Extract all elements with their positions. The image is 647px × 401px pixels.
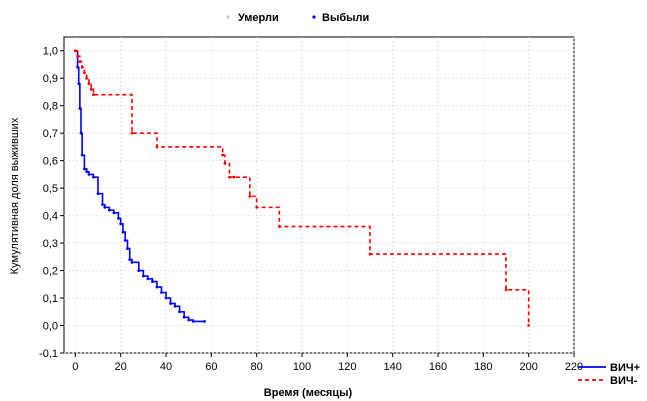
y-tick-label: 0,8 bbox=[43, 101, 58, 113]
x-tick-label: 140 bbox=[383, 361, 401, 373]
x-tick-label: 80 bbox=[251, 361, 263, 373]
data-point bbox=[164, 296, 168, 300]
y-tick-label: 0,9 bbox=[43, 73, 58, 85]
y-tick-label: 0,5 bbox=[43, 183, 58, 195]
series-legend: ВИЧ+ ВИЧ- bbox=[578, 362, 640, 387]
data-point bbox=[232, 175, 236, 179]
data-point bbox=[112, 211, 116, 215]
data-point bbox=[187, 318, 191, 322]
data-point bbox=[228, 175, 231, 179]
plot-frame bbox=[63, 36, 575, 354]
data-point bbox=[107, 208, 111, 212]
x-tick-label: 200 bbox=[519, 361, 537, 373]
data-point bbox=[123, 238, 127, 242]
x-tick-label: 180 bbox=[474, 361, 492, 373]
y-tick-label: 0,7 bbox=[43, 128, 58, 140]
y-tick-label: 0,2 bbox=[43, 266, 58, 278]
x-tick-label: 160 bbox=[429, 361, 447, 373]
x-tick-label: 40 bbox=[160, 361, 172, 373]
data-point bbox=[96, 192, 100, 196]
data-point bbox=[155, 145, 159, 149]
x-tick-label: 220 bbox=[565, 361, 583, 373]
series-line-hiv-pos bbox=[75, 49, 205, 323]
y-tick-label: 1,0 bbox=[43, 46, 58, 58]
data-point bbox=[151, 280, 154, 283]
data-point bbox=[77, 82, 81, 86]
data-point bbox=[92, 175, 95, 179]
data-point bbox=[160, 291, 163, 294]
x-tick-label: 60 bbox=[205, 361, 217, 373]
x-tick-labels: 0 20 40 60 80 100 120 140 160 180 200 220 bbox=[72, 353, 583, 373]
data-point bbox=[130, 260, 134, 264]
y-axis-title: Кумулятивная доля выживших bbox=[9, 117, 21, 274]
top-legend: Умерли Выбыли bbox=[226, 12, 369, 24]
data-point bbox=[126, 247, 129, 250]
data-point bbox=[76, 54, 79, 58]
x-tick-label: 100 bbox=[293, 361, 311, 373]
legend-label-died: Умерли bbox=[238, 12, 279, 24]
data-point bbox=[73, 49, 77, 53]
x-tick-label: 20 bbox=[115, 361, 127, 373]
data-point bbox=[221, 153, 225, 157]
y-tick-label: 0,3 bbox=[43, 238, 58, 250]
legend-label-censored: Выбыли bbox=[322, 12, 369, 24]
data-point bbox=[130, 131, 134, 135]
y-tick-labels: -0,1 0,0 0,1 0,2 0,3 0,4 0,5 0,6 0,7 0,8 0,9 1,0 bbox=[39, 46, 64, 360]
data-point bbox=[155, 285, 159, 289]
y-tick-label: 0,4 bbox=[43, 211, 58, 223]
data-point bbox=[182, 315, 186, 319]
legend-label-hiv-neg: ВИЧ- bbox=[610, 375, 638, 387]
x-axis-title: Время (месяцы) bbox=[264, 387, 353, 399]
data-point bbox=[277, 225, 281, 229]
data-point bbox=[78, 60, 82, 64]
data-point bbox=[178, 310, 182, 314]
data-point bbox=[255, 205, 259, 209]
data-point bbox=[504, 288, 508, 292]
legend-marker-censored bbox=[312, 15, 316, 19]
legend-label-hiv-pos: ВИЧ+ bbox=[610, 362, 640, 374]
y-tick-label: -0,1 bbox=[39, 348, 58, 360]
y-tick-label: 0,6 bbox=[43, 156, 58, 168]
data-point bbox=[85, 170, 89, 174]
data-point bbox=[203, 320, 206, 323]
data-point bbox=[92, 93, 95, 97]
x-tick-label: 0 bbox=[72, 361, 78, 373]
data-point bbox=[128, 258, 132, 261]
data-point bbox=[137, 269, 141, 272]
data-point bbox=[173, 304, 177, 308]
data-point bbox=[80, 65, 84, 69]
grid bbox=[64, 37, 575, 354]
data-point bbox=[169, 302, 172, 305]
data-point bbox=[223, 162, 227, 165]
legend-marker-died bbox=[226, 15, 230, 19]
data-point bbox=[87, 172, 91, 176]
data-point bbox=[248, 194, 252, 198]
data-point bbox=[117, 216, 120, 220]
data-point bbox=[368, 252, 372, 256]
data-point bbox=[85, 76, 89, 80]
data-point bbox=[121, 230, 125, 234]
data-point bbox=[76, 65, 79, 69]
data-point bbox=[191, 320, 195, 323]
x-tick-label: 120 bbox=[338, 361, 356, 373]
data-point bbox=[80, 153, 84, 157]
data-point bbox=[101, 203, 104, 207]
data-point bbox=[119, 222, 123, 226]
data-point bbox=[146, 277, 150, 281]
data-point bbox=[79, 131, 83, 135]
data-point bbox=[83, 71, 86, 75]
data-point bbox=[103, 205, 107, 209]
data-point bbox=[527, 324, 531, 327]
data-point bbox=[141, 274, 145, 278]
data-point bbox=[89, 87, 93, 91]
y-tick-label: 0,0 bbox=[43, 321, 58, 333]
data-point bbox=[78, 107, 82, 110]
data-point bbox=[83, 167, 86, 171]
y-tick-label: 0,1 bbox=[43, 293, 58, 305]
series-lines bbox=[73, 49, 531, 327]
data-point bbox=[87, 82, 91, 86]
